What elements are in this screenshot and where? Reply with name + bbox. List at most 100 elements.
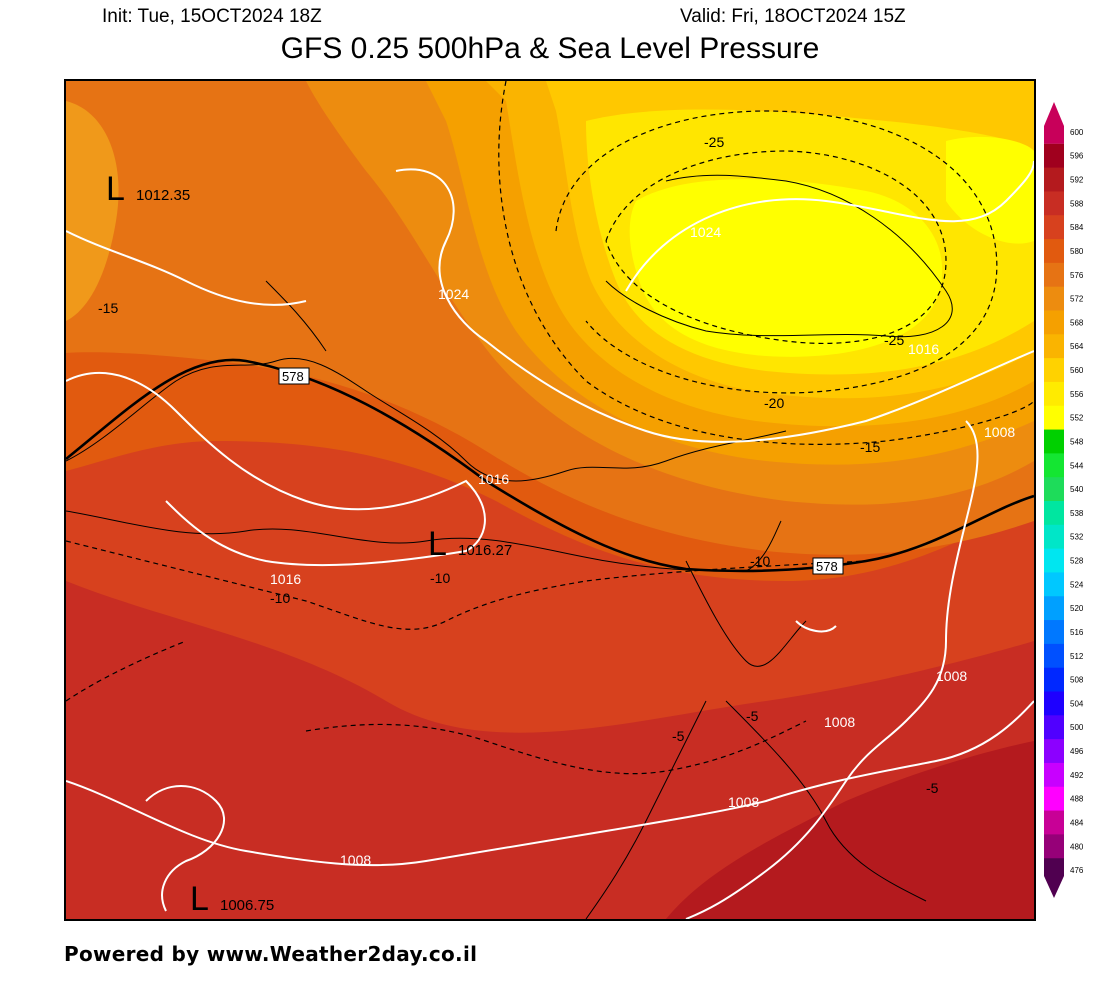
coastlines [66,174,953,919]
isobar-label: 1024 [690,224,721,240]
legend-swatch [1044,786,1064,812]
legend-swatch [1044,739,1064,764]
legend-swatch [1044,381,1064,407]
legend-label: 564 [1070,342,1084,351]
legend-label: 492 [1070,771,1084,780]
height-label-578-west: 578 [278,367,310,385]
legend-label: 576 [1070,271,1084,280]
band-572-west [66,101,119,321]
temperature-label: -10 [750,553,770,569]
legend-label: 588 [1070,199,1084,208]
temperature-label: -25 [884,332,904,348]
low-symbol: L [106,170,125,208]
legend-label: 540 [1070,485,1084,494]
legend-label: 572 [1070,295,1084,304]
legend-label: 512 [1070,652,1084,661]
legend-swatch [1044,834,1064,859]
legend-label: 496 [1070,747,1084,756]
legend-swatch [1044,405,1064,431]
legend-swatch [1044,286,1064,311]
legend-swatch [1044,667,1064,692]
legend-label: 584 [1070,223,1084,232]
legend-swatch [1044,453,1064,478]
height-contour-label: 578 [816,559,838,574]
chart-title: GFS 0.25 500hPa & Sea Level Pressure [280,32,820,65]
legend-label: 600 [1070,128,1084,137]
low-center-2: L 1016.27 [428,525,512,563]
legend-swatch [1044,215,1064,240]
legend-swatch [1044,643,1064,669]
legend-swatch [1044,143,1064,169]
legend-label: 528 [1070,557,1084,566]
height-contour-label: 578 [282,369,304,384]
legend-swatch [1044,548,1064,573]
legend-swatch [1044,334,1064,359]
legend-label: 480 [1070,842,1084,851]
legend-swatch [1044,191,1064,216]
legend-label: 548 [1070,437,1084,446]
legend-label: 476 [1070,866,1084,875]
legend-swatch [1044,524,1064,550]
legend-swatch [1044,310,1064,335]
temperature-label: -15 [860,439,880,455]
legend-swatch [1044,572,1064,597]
low-center-1: L 1012.35 [106,170,190,208]
temperature-labels: -25 -25 -20 -15 -15 -10 -10 -10 -5 -5 -5 [98,134,939,796]
legend-label: 524 [1070,580,1084,589]
temperature-label: -20 [764,395,784,411]
legend-label: 592 [1070,176,1084,185]
low-symbol: L [190,880,209,918]
legend-swatch [1044,102,1064,144]
low-value: 1006.75 [220,897,274,914]
legend-swatch [1044,762,1064,788]
temperature-label: -5 [672,728,685,744]
legend-swatch [1044,262,1064,288]
isobar-label: 1008 [824,714,855,730]
height-contour-578 [66,358,1034,573]
isobar-label: 1024 [438,286,469,302]
legend-label: 596 [1070,152,1084,161]
color-legend: 600 596 592 588 584 580 576 572 568 564 560 556 552 5… [1040,98,1100,904]
legend-swatch [1044,239,1064,264]
legend-label: 504 [1070,699,1084,708]
legend-swatch [1044,429,1064,454]
height-label-578-east: 578 [812,557,844,575]
legend-label: 556 [1070,390,1084,399]
legend-label: 552 [1070,414,1084,423]
footer-credit: Powered by www.Weather2day.co.il [64,942,478,966]
isobars [66,160,1034,919]
legend-swatch [1044,715,1064,740]
temperature-label: -25 [704,134,724,150]
low-symbol: L [428,525,447,563]
low-value: 1016.27 [458,542,512,559]
temperature-label: -10 [270,590,290,606]
legend-swatch [1044,167,1064,192]
isobar-label: 1008 [936,668,967,684]
band-552-east [946,136,1034,244]
temperature-contours [66,81,1034,775]
legend-swatch [1044,501,1064,526]
isobar-label: 1008 [340,852,371,868]
legend-label: 500 [1070,723,1084,732]
valid-time: Valid: Fri, 18OCT2024 15Z [680,6,906,27]
legend-label: 560 [1070,366,1084,375]
legend-swatch [1044,691,1064,716]
temperature-label: -5 [926,780,939,796]
legend-swatch [1044,477,1064,502]
legend-label: 580 [1070,247,1084,256]
temperature-label: -5 [746,708,759,724]
legend-swatch [1044,358,1064,383]
isobar-label: 1008 [728,794,759,810]
legend-label: 488 [1070,795,1084,804]
isobar-label: 1016 [270,571,301,587]
color-legend-svg: 600 596 592 588 584 580 576 572 568 564 560 556 552 5… [1044,102,1084,898]
low-value: 1012.35 [136,187,190,204]
weather-map: L 1012.35 L 1016.27 L 1006.75 1024 1024 … [64,79,1036,921]
legend-swatch [1044,858,1064,898]
legend-label: 544 [1070,461,1084,470]
legend-swatch [1044,620,1064,645]
legend-label: 532 [1070,533,1084,542]
band-592 [666,741,1034,919]
legend-label: 538 [1070,509,1084,518]
init-time: Init: Tue, 15OCT2024 18Z [102,6,322,27]
